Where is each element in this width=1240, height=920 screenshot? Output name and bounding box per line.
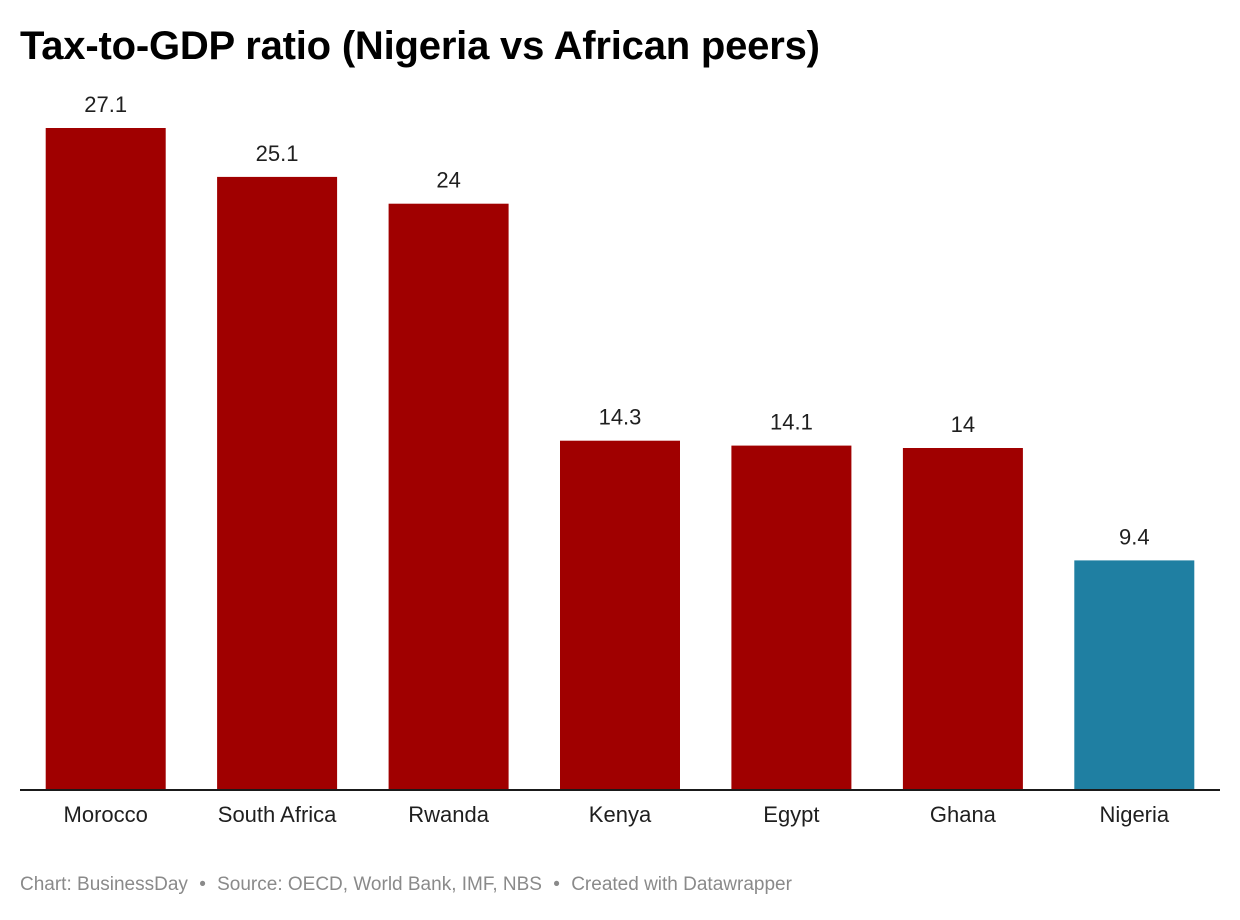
value-label: 27.1 [84, 92, 127, 117]
category-label: Kenya [589, 802, 652, 827]
bar-south-africa [217, 176, 338, 790]
value-label: 9.4 [1119, 524, 1150, 549]
category-label: Rwanda [408, 802, 489, 827]
value-label: 14.1 [770, 410, 813, 435]
chart-title: Tax-to-GDP ratio (Nigeria vs African pee… [20, 24, 820, 68]
footer-separator: • [199, 874, 206, 895]
category-label: South Africa [218, 802, 337, 827]
bar-rwanda [388, 203, 509, 790]
value-label: 24 [436, 168, 460, 193]
category-label: Nigeria [1099, 802, 1169, 827]
value-label: 25.1 [256, 141, 299, 166]
value-label: 14.3 [599, 405, 642, 430]
category-labels-group: Morocco South Africa Rwanda Kenya Egypt Ghana… [64, 802, 1170, 827]
bar-ghana [902, 448, 1023, 790]
value-labels-group: 27.1 25.1 24 14.3 14.1 14 9.4 [84, 92, 1149, 549]
chart-footer: Chart: BusinessDay • Source: OECD, World… [20, 874, 792, 896]
datawrapper-credit: Created with Datawrapper [571, 874, 792, 895]
chart-credit: Chart: BusinessDay [20, 874, 188, 895]
bar-nigeria [1074, 560, 1195, 790]
category-label: Morocco [64, 802, 148, 827]
bar-kenya [560, 440, 680, 790]
chart-source: Source: OECD, World Bank, IMF, NBS [217, 874, 542, 895]
bars-group [45, 128, 1195, 790]
value-label: 14 [951, 412, 975, 437]
footer-separator: • [553, 874, 560, 895]
bar-morocco [45, 128, 166, 790]
category-label: Egypt [763, 802, 819, 827]
bar-egypt [731, 445, 852, 790]
category-label: Ghana [930, 802, 997, 827]
bar-chart: 27.1 25.1 24 14.3 14.1 14 9.4 Morocco South Afr… [20, 92, 1220, 827]
